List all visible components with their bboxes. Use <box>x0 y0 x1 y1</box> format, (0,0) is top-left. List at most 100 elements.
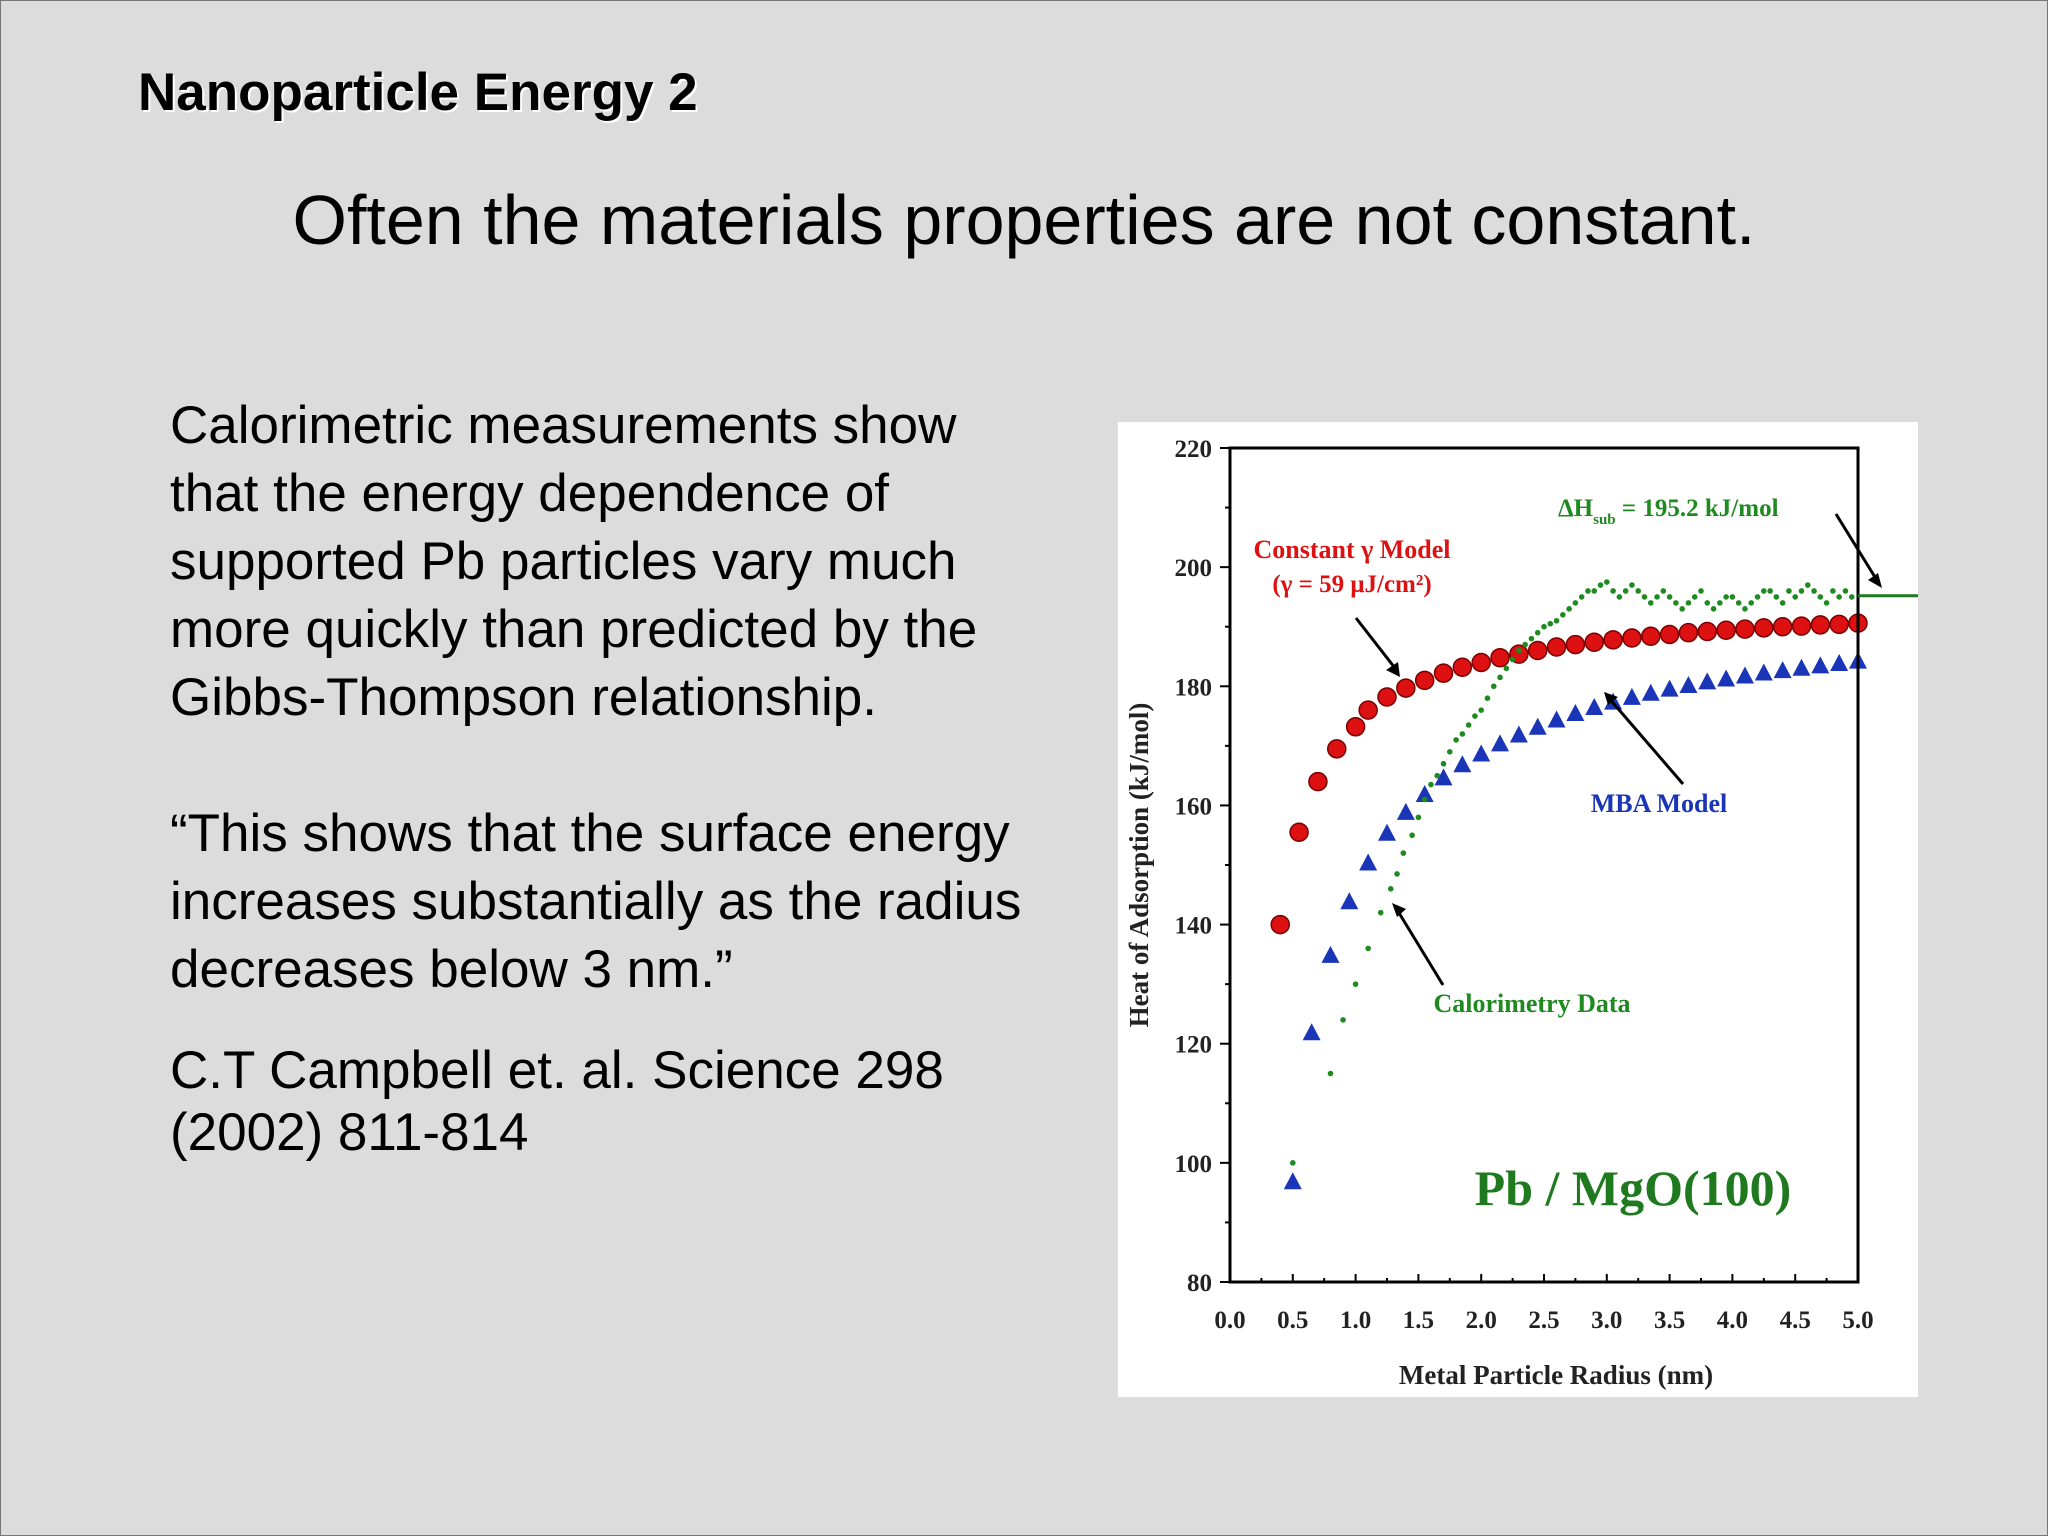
constant-model-point <box>1414 670 1435 691</box>
y-tick-label: 80 <box>1187 1270 1212 1297</box>
constant-model-point <box>1433 663 1454 683</box>
mba-model-point <box>1660 679 1679 697</box>
delta-h-subscript: sub <box>1593 512 1616 528</box>
calorimetry-point <box>1786 588 1792 594</box>
mba-model-point <box>1472 744 1491 762</box>
constant-model-point <box>1358 700 1378 720</box>
calorimetry-point <box>1610 588 1616 594</box>
mba-model-point <box>1547 710 1566 728</box>
calorimetry-point <box>1842 588 1849 594</box>
mba-model-arrow <box>1606 696 1685 785</box>
calorimetry-point <box>1465 722 1472 728</box>
annotation-mba-model: MBA Model <box>1591 789 1728 818</box>
delta-h-arrow <box>1834 513 1880 583</box>
calorimetry-point <box>1647 600 1654 606</box>
y-tick-label: 200 <box>1175 555 1213 582</box>
constant-model-point <box>1546 637 1567 657</box>
mba-model-point <box>1698 672 1717 690</box>
calorimetry-point <box>1516 647 1522 654</box>
delta-h-arrowhead <box>1868 573 1882 588</box>
calorimetry-point <box>1541 623 1547 630</box>
constant-model-point <box>1772 616 1793 637</box>
calorimetry-point <box>1666 594 1673 600</box>
mba-model-point <box>1641 683 1660 701</box>
y-tick-label: 220 <box>1175 436 1213 463</box>
panel-label: Pb / MgO(100) <box>1475 1160 1792 1216</box>
mba-model-point <box>1566 703 1585 721</box>
slide-title: Nanoparticle Energy 2 <box>138 63 698 122</box>
constant-model-point <box>1345 717 1366 737</box>
mba-model-point <box>1528 717 1547 735</box>
constant-model-point <box>1791 616 1812 636</box>
constant-model-point <box>1308 771 1328 792</box>
calorimetry-arrow <box>1394 907 1445 986</box>
mba-model-point <box>1509 725 1528 743</box>
calorimetry-point <box>1528 635 1535 642</box>
calorimetry-point <box>1604 579 1610 585</box>
calorimetry-point <box>1509 656 1516 663</box>
mba-model-point <box>1453 755 1472 773</box>
y-tick-label: 100 <box>1175 1151 1213 1178</box>
calorimetry-point <box>1459 731 1466 737</box>
chart-ticks: 0.0 0.5 1.0 1.5 2.0 2.5 3.0 3.5 4.0 4.5 5.0 80 100 12… <box>1175 436 1874 1334</box>
constant-model-point <box>1327 739 1347 759</box>
calorimetry-point <box>1421 796 1428 803</box>
x-tick-label: 4.5 <box>1780 1307 1811 1334</box>
calorimetry-point <box>1453 737 1459 743</box>
calorimetry-point <box>1522 641 1528 648</box>
calorimetry-point <box>1616 594 1623 600</box>
constant-model-point <box>1829 614 1849 635</box>
calorimetry-point <box>1761 588 1767 594</box>
calorimetry-point <box>1447 749 1453 755</box>
x-tick-label: 0.0 <box>1214 1307 1245 1334</box>
calorimetry-point <box>1409 832 1415 839</box>
constant-model-point <box>1270 914 1290 935</box>
mba-model-point <box>1283 1172 1302 1190</box>
mba-model-point <box>1811 656 1830 674</box>
calorimetry-point <box>1817 594 1824 600</box>
y-tick-label: 160 <box>1175 793 1213 820</box>
calorimetry-point <box>1748 600 1755 606</box>
calorimetry-point <box>1585 588 1591 594</box>
calorimetry-point <box>1635 588 1641 594</box>
constant-model-point <box>1471 652 1491 673</box>
calorimetry-point <box>1566 606 1572 612</box>
constant-model-point <box>1565 634 1586 655</box>
body-paragraph: Calorimetric measurements show that the … <box>170 396 978 727</box>
mba-model-point <box>1359 853 1378 871</box>
constant-model-point <box>1716 620 1736 641</box>
constant-model-point <box>1490 647 1510 668</box>
calorimetry-point <box>1660 588 1667 594</box>
calorimetry-point <box>1691 594 1698 600</box>
calorimetry-point <box>1779 600 1786 606</box>
mba-model-point <box>1396 802 1415 820</box>
annotation-calorimetry: Calorimetry Data <box>1433 989 1630 1018</box>
constant-model-arrowhead <box>1386 662 1400 677</box>
mba-model-point <box>1302 1023 1321 1041</box>
calorimetry-point <box>1629 582 1635 588</box>
calorimetry-point <box>1400 850 1407 856</box>
mba-model-point <box>1830 653 1849 671</box>
mba-model-point <box>1622 687 1641 705</box>
x-tick-label: 0.5 <box>1277 1307 1308 1334</box>
calorimetry-point <box>1352 981 1359 987</box>
delta-h-value: = 195.2 kJ/mol <box>1616 495 1779 522</box>
scatter-chart: 0.0 0.5 1.0 1.5 2.0 2.5 3.0 3.5 4.0 4.5 5.0 80 100 12… <box>1124 436 1918 1390</box>
x-tick-label: 3.0 <box>1591 1307 1622 1334</box>
calorimetry-point <box>1622 588 1629 594</box>
mba-model-point <box>1679 675 1698 693</box>
calorimetry-point <box>1340 1017 1346 1023</box>
calorimetry-point <box>1735 600 1742 606</box>
calorimetry-point <box>1560 612 1566 618</box>
calorimetry-point <box>1394 871 1400 877</box>
constant-model-point <box>1641 626 1661 646</box>
mba-model-point <box>1585 698 1604 716</box>
calorimetry-point <box>1830 588 1836 594</box>
calorimetry-point <box>1679 606 1685 612</box>
calorimetry-point <box>1823 600 1830 606</box>
y-tick-label: 180 <box>1175 674 1213 701</box>
calorimetry-point <box>1377 909 1384 916</box>
x-tick-label: 2.0 <box>1466 1307 1497 1334</box>
calorimetry-point <box>1440 760 1447 767</box>
calorimetry-point <box>1654 594 1660 600</box>
